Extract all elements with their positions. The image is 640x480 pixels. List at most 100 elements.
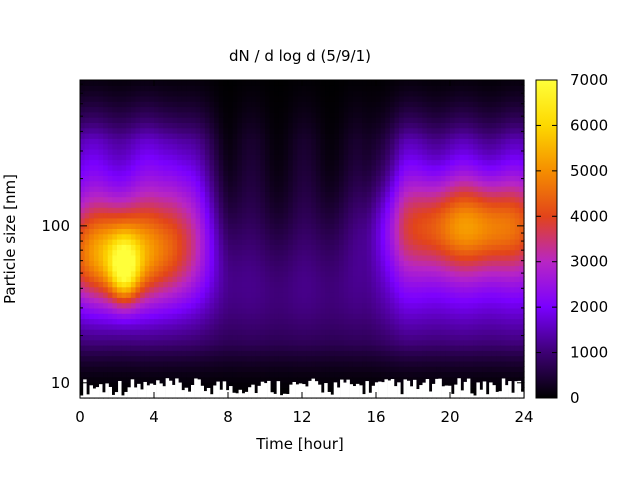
heatmap-cell [454, 307, 460, 314]
heatmap-cell [352, 233, 359, 240]
heatmap-cell [186, 302, 192, 309]
heatmap-cell [426, 80, 433, 86]
heatmap-cell [241, 313, 248, 320]
heatmap-cell [232, 345, 238, 351]
heatmap-cell [440, 323, 446, 330]
heatmap-cell [417, 323, 423, 330]
heatmap-cell [357, 281, 363, 288]
heatmap-cell [426, 371, 433, 378]
heatmap-cell [385, 244, 391, 251]
heatmap-cell [195, 286, 201, 293]
heatmap-cell [399, 281, 405, 288]
heatmap-cell [246, 318, 252, 325]
heatmap-cell [200, 323, 206, 330]
heatmap-cell [89, 265, 95, 272]
heatmap-cell [426, 286, 433, 293]
heatmap-cell [315, 175, 322, 182]
heatmap-cell [315, 318, 322, 325]
heatmap-cell [385, 101, 391, 108]
heatmap-cell [186, 85, 192, 92]
heatmap-cell [246, 95, 252, 102]
heatmap-cell [204, 111, 211, 118]
heatmap-cell [389, 85, 396, 92]
heatmap-cell [315, 85, 322, 92]
heatmap-cell [126, 360, 132, 367]
heatmap-cell [417, 80, 423, 86]
heatmap-cell [352, 106, 359, 113]
heatmap-cell [366, 371, 372, 378]
heatmap-cell [218, 244, 224, 251]
heatmap-cell [403, 85, 409, 92]
heatmap-cell [445, 228, 451, 235]
heatmap-cell [246, 265, 252, 272]
heatmap-cell [399, 117, 405, 123]
heatmap-cell [297, 127, 303, 134]
heatmap-cell [343, 122, 349, 129]
heatmap-cell [389, 143, 396, 150]
heatmap-cell [329, 334, 335, 341]
heatmap-cell [274, 286, 280, 293]
heatmap-cell [329, 122, 335, 129]
heatmap-cell [399, 350, 405, 357]
heatmap-cell [214, 323, 220, 330]
heatmap-cell [121, 382, 127, 388]
heatmap-cell [84, 207, 90, 214]
heatmap-cell [177, 80, 183, 86]
heatmap-cell [311, 191, 317, 198]
heatmap-cell [320, 85, 326, 92]
heatmap-cell [394, 133, 400, 139]
heatmap-cell [339, 95, 345, 102]
heatmap-cell [223, 313, 229, 320]
heatmap-cell [311, 217, 317, 224]
heatmap-cell [408, 106, 414, 113]
heatmap-cell [371, 127, 377, 134]
heatmap-cell [283, 138, 289, 145]
heatmap-cell [389, 201, 396, 208]
heatmap-cell [241, 350, 248, 357]
heatmap-cell [436, 345, 442, 351]
heatmap-cell [315, 117, 322, 123]
heatmap-cell [292, 323, 298, 330]
heatmap-cell [413, 307, 419, 314]
heatmap-cell [329, 106, 335, 113]
heatmap-cell [302, 260, 308, 267]
heatmap-cell [191, 329, 197, 335]
heatmap-cell [80, 244, 86, 251]
heatmap-cell [274, 186, 280, 192]
heatmap-cell [98, 80, 104, 86]
heatmap-cell [195, 180, 201, 187]
heatmap-cell [98, 106, 104, 113]
heatmap-cell [163, 313, 169, 320]
heatmap-cell [181, 318, 187, 325]
heatmap-cell [352, 318, 359, 325]
heatmap-cell [265, 307, 271, 314]
heatmap-cell [315, 239, 322, 245]
heatmap-cell [149, 117, 155, 123]
heatmap-cell [278, 366, 285, 373]
heatmap-cell [93, 186, 100, 192]
heatmap-cell [107, 127, 113, 134]
heatmap-cell [98, 270, 104, 277]
heatmap-cell [292, 111, 298, 118]
heatmap-cell [218, 239, 224, 245]
heatmap-cell [260, 249, 266, 256]
heatmap-cell [459, 286, 465, 293]
heatmap-cell [149, 371, 155, 378]
heatmap-cell [413, 360, 419, 367]
heatmap-cell [422, 334, 428, 341]
heatmap-cell [80, 233, 86, 240]
heatmap-cell [214, 339, 220, 346]
heatmap-cell [292, 329, 298, 335]
heatmap-cell [311, 249, 317, 256]
heatmap-cell [417, 376, 423, 383]
heatmap-cell [186, 143, 192, 150]
heatmap-cell [366, 148, 372, 155]
heatmap-cell [246, 281, 252, 288]
heatmap-cell [385, 180, 391, 187]
heatmap-cell [149, 122, 155, 129]
heatmap-cell [454, 228, 460, 235]
heatmap-cell [334, 111, 340, 118]
heatmap-cell [357, 382, 363, 388]
heatmap-cell [89, 85, 95, 92]
heatmap-cell [357, 345, 363, 351]
